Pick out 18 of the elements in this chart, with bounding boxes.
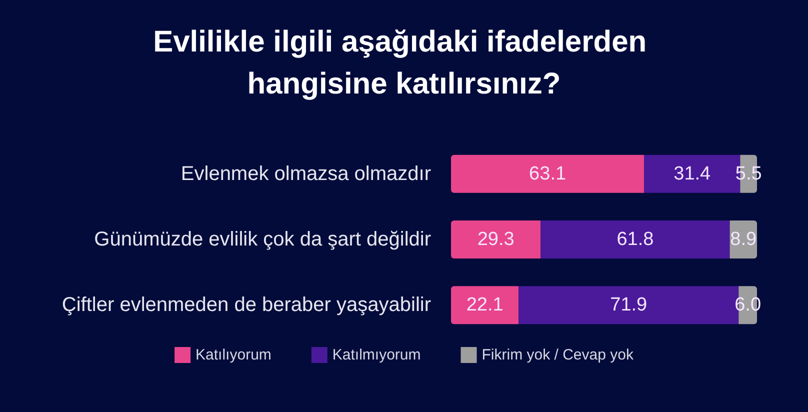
bar xyxy=(451,154,644,193)
y-tick-label: Çiftler evlenmeden de beraber yaşayabilir xyxy=(62,294,432,316)
data-label: 63.1 xyxy=(529,163,566,184)
chart-title: Evlilikle ilgili aşağıdaki ifadelerden hangisine katılırsınız? xyxy=(153,26,655,100)
data-label: 8.9 xyxy=(730,229,757,250)
legend-label: Katılıyorum xyxy=(196,346,272,364)
data-label: 29.3 xyxy=(477,229,514,250)
data-label: 22.1 xyxy=(466,294,504,316)
y-tick-label: Günümüzde evlilik çok da şart değildir xyxy=(94,228,432,250)
legend-label: Katılmıyorum xyxy=(332,346,421,364)
data-label: 71.9 xyxy=(610,294,648,316)
bar xyxy=(451,220,541,258)
data-label: 31.4 xyxy=(674,163,712,184)
legend-label: Fikrim yok / Cevap yok xyxy=(482,346,634,364)
bar xyxy=(451,286,519,324)
data-label: 61.8 xyxy=(616,229,654,250)
y-tick-label: Evlenmek olmazsa olmazdır xyxy=(180,162,432,185)
bar xyxy=(540,220,730,258)
